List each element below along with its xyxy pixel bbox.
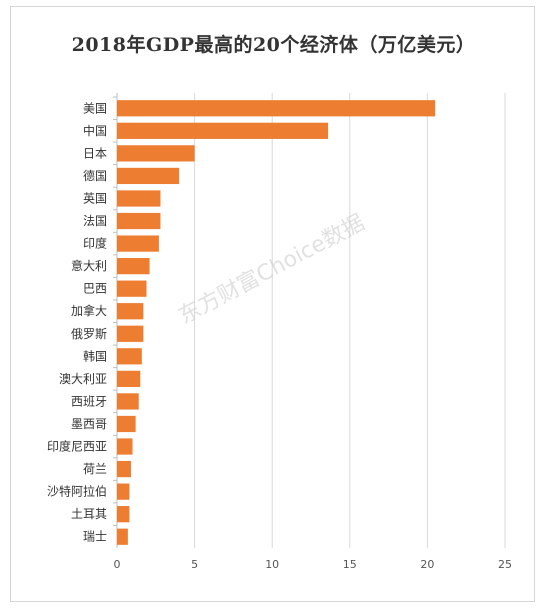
category-label: 美国 — [83, 101, 107, 115]
category-label: 沙特阿拉伯 — [47, 484, 107, 499]
category-label: 德国 — [83, 168, 107, 183]
category-label: 印度 — [83, 236, 107, 251]
category-label: 意大利 — [71, 258, 107, 273]
bar — [117, 167, 180, 185]
bar — [117, 325, 144, 342]
category-label: 土耳其 — [71, 507, 107, 521]
category-label: 加拿大 — [71, 303, 107, 318]
bar — [117, 100, 436, 117]
bar — [117, 303, 144, 320]
category-label: 澳大利亚 — [59, 372, 107, 386]
bar — [117, 528, 128, 545]
bar — [117, 258, 150, 275]
bar — [117, 370, 141, 387]
category-label: 英国 — [83, 191, 107, 205]
bar — [117, 212, 161, 230]
bar-layer — [117, 100, 436, 545]
category-label: 俄罗斯 — [71, 327, 107, 341]
bar — [117, 506, 130, 523]
category-label: 荷兰 — [83, 462, 107, 476]
bar — [117, 438, 133, 455]
x-tick-label: 5 — [191, 558, 198, 571]
category-label: 日本 — [83, 146, 107, 160]
bar — [117, 460, 131, 478]
category-label: 瑞士 — [83, 530, 107, 544]
x-tick-label: 25 — [498, 558, 512, 571]
bar — [117, 190, 161, 207]
label-layer: 美国中国日本德国英国法国印度意大利巴西加拿大俄罗斯韩国澳大利亚西班牙墨西哥印度尼… — [47, 101, 107, 543]
axis-layer: 0 5 10 15 20 25 — [113, 93, 512, 571]
bar — [117, 348, 142, 365]
x-tick-label: 20 — [420, 558, 434, 571]
x-tick-label: 0 — [114, 558, 121, 571]
category-label: 墨西哥 — [71, 417, 107, 431]
bar — [117, 393, 139, 410]
category-label: 韩国 — [83, 348, 107, 363]
x-tick-label: 10 — [265, 558, 279, 571]
x-tick-label: 15 — [343, 558, 357, 571]
bar — [117, 235, 159, 252]
category-label: 西班牙 — [71, 394, 107, 408]
category-label: 法国 — [83, 214, 107, 228]
chart-title: 2018年GDP最高的20个经济体（万亿美元） — [71, 34, 476, 56]
category-label: 巴西 — [83, 282, 107, 296]
category-label: 印度尼西亚 — [47, 439, 107, 454]
bar — [117, 122, 329, 139]
bar — [117, 280, 147, 297]
bar — [117, 415, 136, 433]
category-label: 中国 — [83, 123, 107, 138]
bar — [117, 483, 130, 500]
bar — [117, 145, 195, 162]
